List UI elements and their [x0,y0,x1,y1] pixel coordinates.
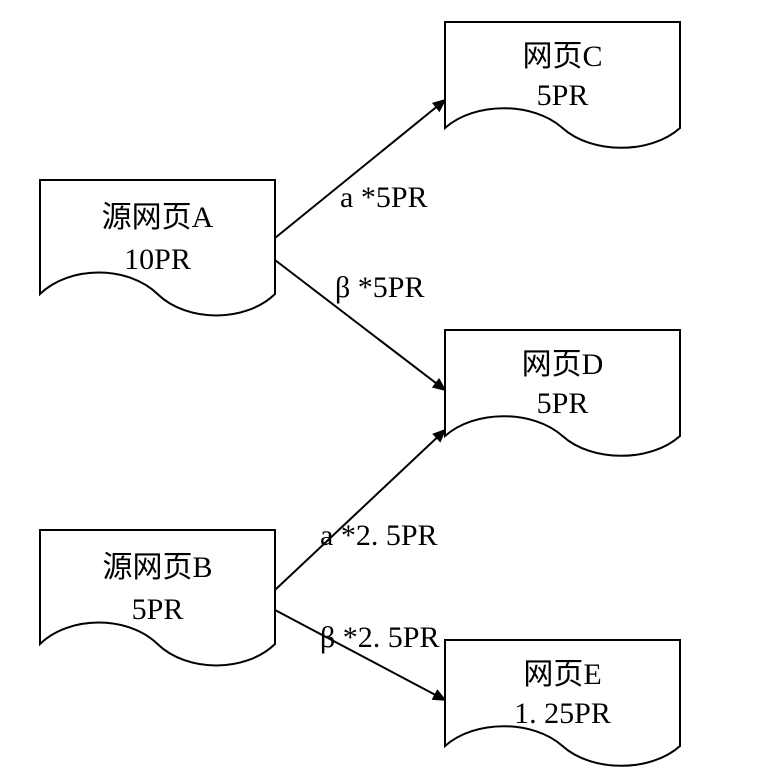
edge-b-to-d: a *2. 5PR [275,430,445,590]
node-title: 网页D [522,348,604,381]
node-source-a: 源网页A 10PR [40,180,275,315]
node-title: 源网页B [102,551,212,584]
node-value: 5PR [537,79,589,112]
node-title: 网页C [522,40,602,73]
node-title: 源网页A [102,201,214,234]
edge-label: β *2. 5PR [320,621,439,654]
diagram-canvas: a *5PR β *5PR a *2. 5PR β *2. 5PR 源网页A 10… [0,0,766,782]
node-title: 网页E [523,658,601,691]
node-page-e: 网页E 1. 25PR [445,640,680,766]
node-value: 5PR [537,387,589,420]
edge-a-to-d: β *5PR [275,260,445,390]
node-source-b: 源网页B 5PR [40,530,275,665]
node-page-d: 网页D 5PR [445,330,680,456]
arrow-line [275,100,445,238]
node-page-c: 网页C 5PR [445,22,680,148]
edge-label: a *2. 5PR [320,519,438,552]
edge-label: a *5PR [340,181,428,214]
edge-b-to-e: β *2. 5PR [275,610,445,700]
node-value: 5PR [132,593,184,626]
edge-label: β *5PR [335,271,424,304]
node-value: 1. 25PR [514,697,611,730]
arrow-line [275,430,445,590]
edge-a-to-c: a *5PR [275,100,445,238]
node-value: 10PR [124,243,191,276]
